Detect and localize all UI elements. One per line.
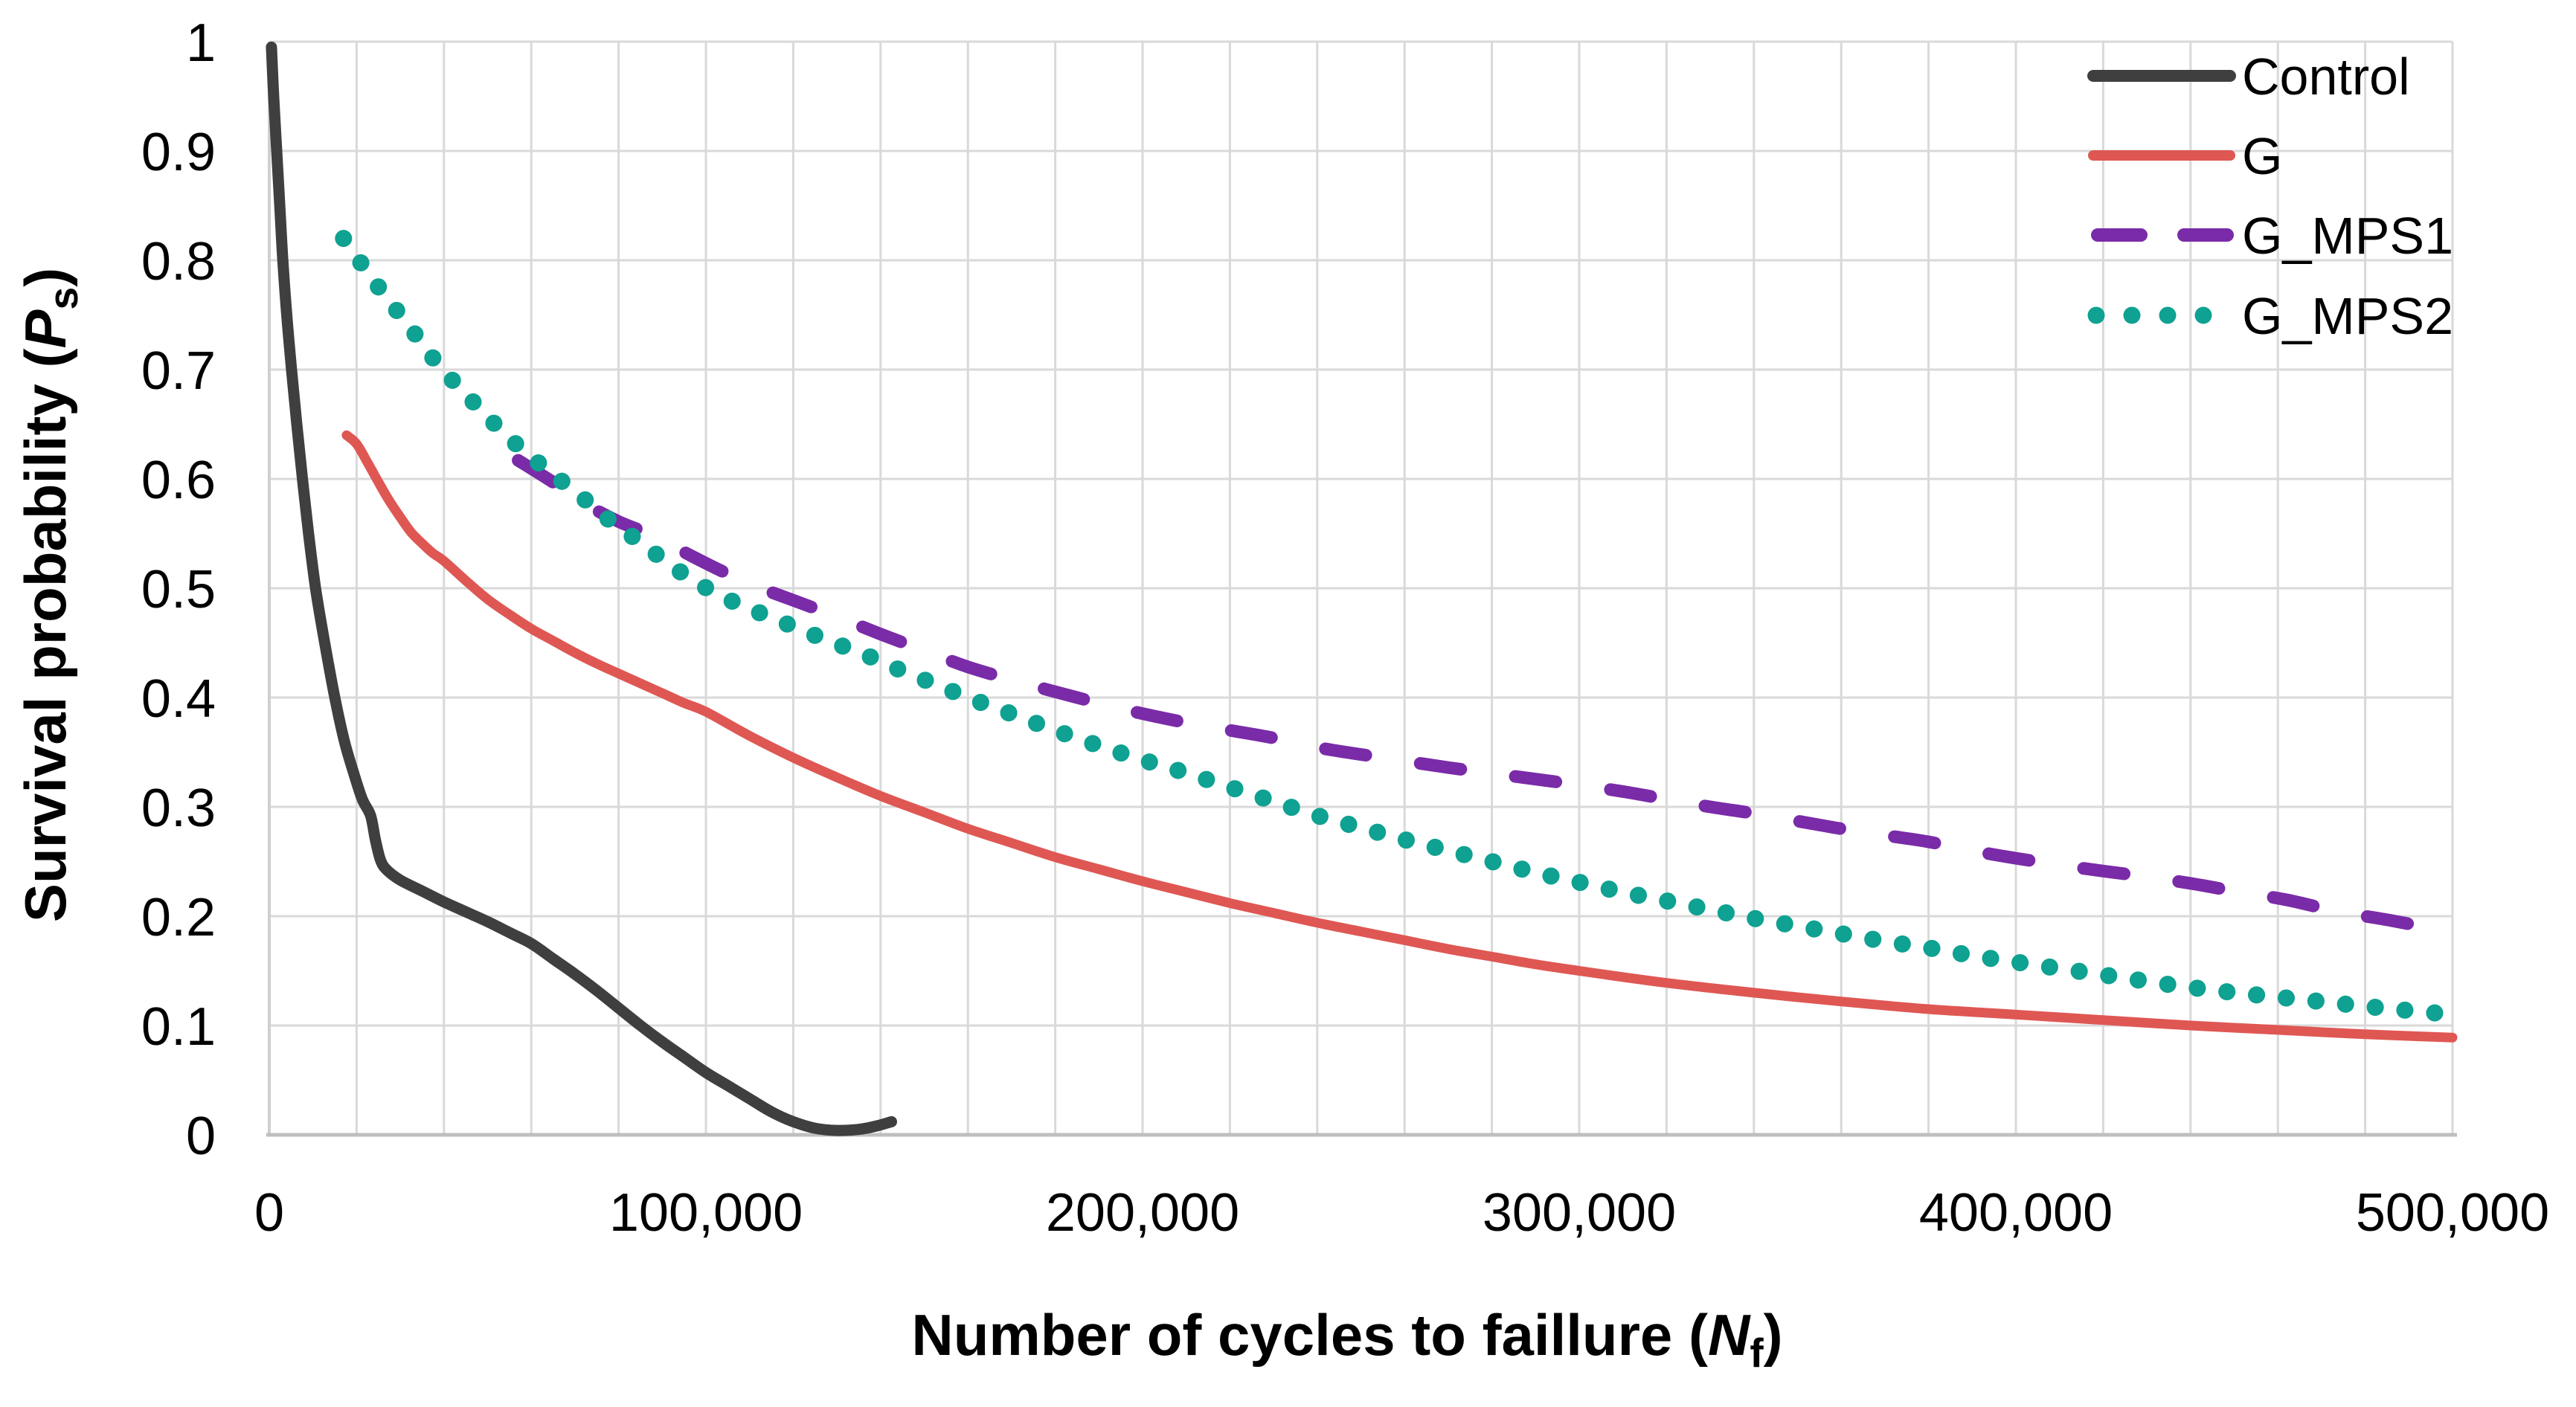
x-tick-label: 200,000 — [1046, 1183, 1239, 1243]
legend-item-control: Control — [2087, 48, 2410, 106]
y-tick-label: 0.8 — [141, 232, 216, 292]
y-tick-label: 0.4 — [141, 669, 216, 729]
x-tick-label: 500,000 — [2356, 1183, 2549, 1243]
legend: Control G G_MPS1 G_MPS2 — [2087, 48, 2453, 345]
series-g_mps2-curve — [335, 230, 2461, 1023]
x-axis-tick-labels: 0 100,000 200,000 300,000 400,000 500,000 — [254, 1183, 2549, 1243]
legend-marker-g-mps2-dot — [2087, 306, 2105, 324]
legend-label: G — [2242, 127, 2282, 185]
axis-lines — [266, 42, 2457, 1137]
y-axis-title: Survival probability (Ps) — [13, 268, 86, 922]
legend-label: G_MPS1 — [2242, 207, 2453, 265]
x-tick-label: 0 — [254, 1183, 284, 1243]
y-tick-label: 1 — [186, 13, 216, 73]
gridlines — [269, 40, 2454, 1135]
series-g_mps1-curve — [512, 454, 2459, 939]
y-tick-label: 0.3 — [141, 779, 216, 838]
y-axis-tick-labels: 0 0.1 0.2 0.3 0.4 0.5 0.6 0.7 0.8 0.9 1 — [141, 13, 216, 1166]
legend-marker-g-mps2-dot — [2159, 306, 2177, 324]
y-tick-label: 0.6 — [141, 451, 216, 510]
y-tick-label: 0.9 — [141, 123, 216, 182]
y-tick-label: 0.5 — [141, 560, 216, 619]
x-axis-title: Number of cycles to faillure (Nf) — [911, 1302, 1782, 1376]
y-tick-label: 0.2 — [141, 888, 216, 947]
y-tick-label: 0.1 — [141, 997, 216, 1057]
x-tick-label: 400,000 — [1919, 1183, 2113, 1243]
series-g-curve — [341, 430, 2458, 1043]
legend-label: Control — [2242, 48, 2410, 106]
series-control-curve — [266, 41, 897, 1136]
legend-label: G_MPS2 — [2242, 287, 2453, 345]
x-tick-label: 100,000 — [609, 1183, 803, 1243]
legend-marker-g-mps2-dot — [2123, 306, 2141, 324]
x-tick-label: 300,000 — [1483, 1183, 1676, 1243]
legend-item-g-mps2: G_MPS2 — [2087, 287, 2453, 345]
data-series — [266, 41, 2461, 1136]
y-tick-label: 0.7 — [141, 341, 216, 401]
legend-item-g: G — [2088, 127, 2282, 185]
y-tick-label: 0 — [186, 1107, 216, 1166]
legend-item-g-mps1: G_MPS1 — [2091, 207, 2453, 265]
legend-marker-g-mps2-dot — [2194, 306, 2212, 324]
